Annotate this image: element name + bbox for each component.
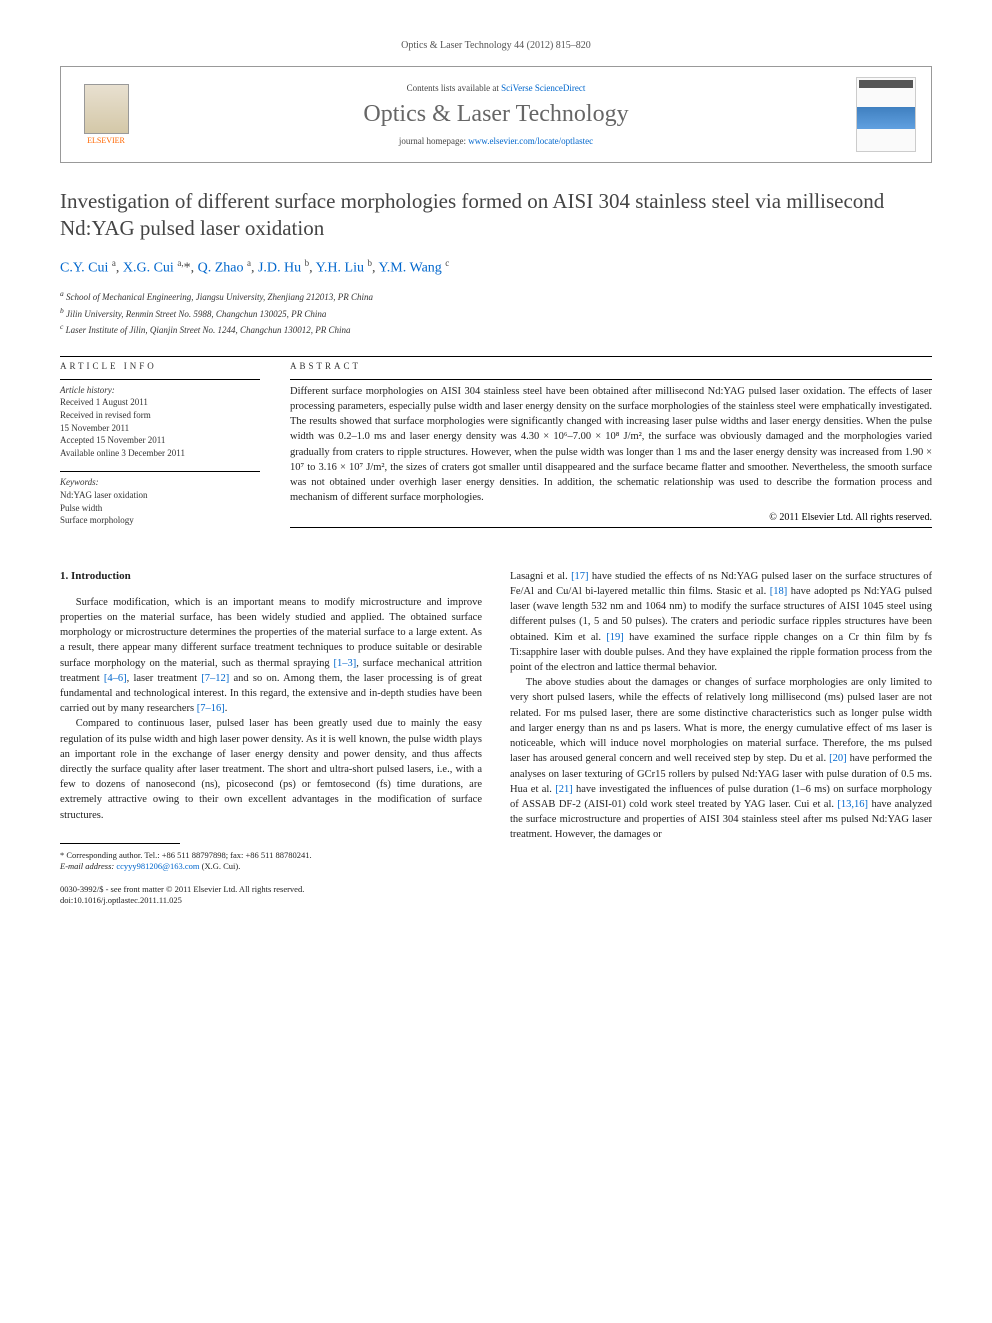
sciencedirect-link[interactable]: SciVerse ScienceDirect [501, 83, 585, 93]
homepage-prefix: journal homepage: [399, 136, 468, 146]
article-history: Article history: Received 1 August 2011 … [60, 384, 260, 460]
divider [290, 527, 932, 528]
keywords-label: Keywords: [60, 476, 260, 489]
contents-available: Contents lists available at SciVerse Sci… [136, 83, 856, 93]
author-link[interactable]: Y.M. Wang [378, 260, 441, 275]
issn-line: 0030-3992/$ - see front matter © 2011 El… [60, 884, 482, 895]
ref-link[interactable]: [18] [770, 586, 788, 597]
email-label: E-mail address: [60, 861, 114, 871]
ref-link[interactable]: [19] [606, 632, 624, 643]
ref-link[interactable]: [20] [829, 753, 847, 764]
history-revised: Received in revised form [60, 409, 260, 422]
ref-link[interactable]: [21] [555, 784, 573, 795]
history-accepted: Accepted 15 November 2011 [60, 434, 260, 447]
affiliations: a School of Mechanical Engineering, Jian… [60, 288, 932, 338]
ref-link[interactable]: [4–6] [104, 673, 127, 684]
history-received: Received 1 August 2011 [60, 396, 260, 409]
ref-link[interactable]: [7–12] [201, 673, 229, 684]
abstract-copyright: © 2011 Elsevier Ltd. All rights reserved… [290, 512, 932, 523]
history-online: Available online 3 December 2011 [60, 447, 260, 460]
email-link[interactable]: ccyyy981206@163.com [116, 861, 199, 871]
intro-heading: 1. Introduction [60, 569, 482, 585]
author-link[interactable]: Q. Zhao [198, 260, 244, 275]
footnote-separator [60, 843, 180, 844]
ref-link[interactable]: [17] [571, 571, 589, 582]
affiliation-c: c Laser Institute of Jilin, Qianjin Stre… [60, 321, 932, 338]
corresponding-author: * Corresponding author. Tel.: +86 511 88… [60, 850, 482, 861]
article-info-label: ARTICLE INFO [60, 361, 260, 375]
journal-header: Optics & Laser Technology 44 (2012) 815–… [60, 40, 932, 51]
elsevier-tree-icon [84, 84, 129, 134]
divider [290, 379, 932, 380]
journal-title: Optics & Laser Technology [136, 101, 856, 128]
history-label: Article history: [60, 384, 260, 397]
divider [60, 379, 260, 380]
author-link[interactable]: Y.H. Liu [316, 260, 364, 275]
keywords-block: Keywords: Nd:YAG laser oxidation Pulse w… [60, 476, 260, 526]
contents-prefix: Contents lists available at [407, 83, 501, 93]
keyword: Surface morphology [60, 514, 260, 527]
author-list: C.Y. Cui a, X.G. Cui a,*, Q. Zhao a, J.D… [60, 258, 932, 277]
issn-doi-block: 0030-3992/$ - see front matter © 2011 El… [60, 884, 482, 906]
right-column: Lasagni et al. [17] have studied the eff… [510, 569, 932, 906]
intro-p4: The above studies about the damages or c… [510, 675, 932, 842]
abstract-label: ABSTRACT [290, 361, 932, 375]
affiliation-a: a School of Mechanical Engineering, Jian… [60, 288, 932, 305]
intro-p3: Lasagni et al. [17] have studied the eff… [510, 569, 932, 676]
intro-p1: Surface modification, which is an import… [60, 595, 482, 717]
email-footnote: E-mail address: ccyyy981206@163.com (X.G… [60, 861, 482, 872]
ref-link[interactable]: [7–16] [197, 703, 225, 714]
affiliation-b: b Jilin University, Renmin Street No. 59… [60, 305, 932, 322]
keyword: Nd:YAG laser oxidation [60, 489, 260, 502]
article-title: Investigation of different surface morph… [60, 188, 932, 243]
author-link[interactable]: C.Y. Cui [60, 260, 108, 275]
elsevier-logo: ELSEVIER [76, 80, 136, 150]
divider [60, 356, 932, 357]
journal-homepage: journal homepage: www.elsevier.com/locat… [136, 136, 856, 146]
doi-line: doi:10.1016/j.optlastec.2011.11.025 [60, 895, 482, 906]
author-link[interactable]: J.D. Hu [258, 260, 301, 275]
intro-p2: Compared to continuous laser, pulsed las… [60, 716, 482, 823]
body-columns: 1. Introduction Surface modification, wh… [60, 569, 932, 906]
homepage-link[interactable]: www.elsevier.com/locate/optlastec [468, 136, 593, 146]
journal-cover-thumbnail [856, 77, 916, 152]
ref-link[interactable]: [1–3] [334, 658, 357, 669]
ref-link[interactable]: [13,16] [837, 799, 868, 810]
journal-header-box: ELSEVIER Contents lists available at Sci… [60, 66, 932, 163]
abstract-text: Different surface morphologies on AISI 3… [290, 384, 932, 506]
author-link[interactable]: X.G. Cui [123, 260, 174, 275]
history-revised-date: 15 November 2011 [60, 422, 260, 435]
keyword: Pulse width [60, 502, 260, 515]
left-column: 1. Introduction Surface modification, wh… [60, 569, 482, 906]
email-suffix: (X.G. Cui). [202, 861, 241, 871]
divider [60, 471, 260, 472]
elsevier-label: ELSEVIER [87, 136, 125, 145]
